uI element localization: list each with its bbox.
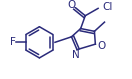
Text: F: F <box>10 37 16 47</box>
Text: O: O <box>98 41 106 51</box>
Text: O: O <box>67 0 76 10</box>
Text: N: N <box>72 50 80 60</box>
Text: Cl: Cl <box>103 2 113 12</box>
